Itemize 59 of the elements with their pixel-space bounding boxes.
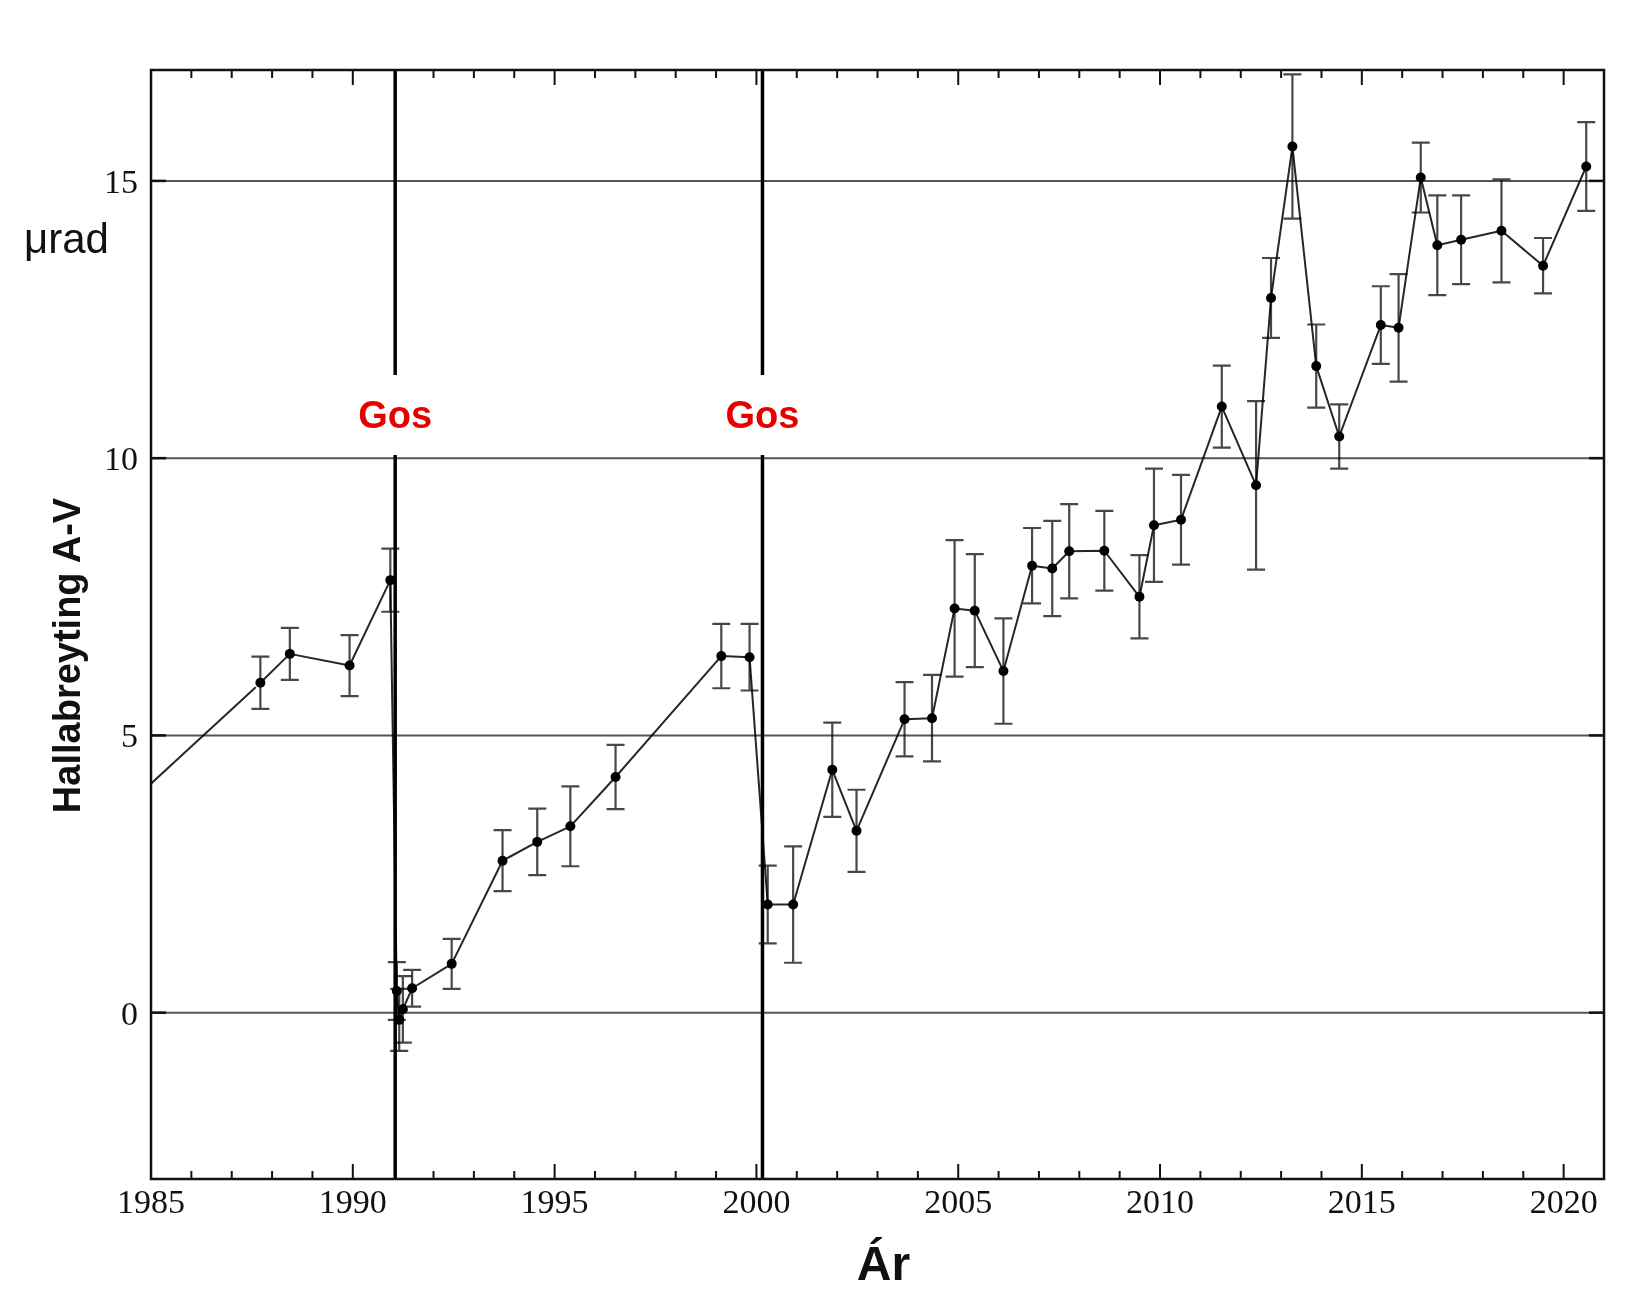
x-tick-label: 2010 bbox=[1126, 1183, 1195, 1220]
point bbox=[1456, 234, 1467, 245]
point bbox=[565, 821, 576, 832]
point bbox=[851, 825, 862, 836]
point bbox=[1216, 401, 1227, 412]
y-tick-label: 0 bbox=[121, 994, 138, 1032]
point bbox=[1311, 361, 1322, 372]
point bbox=[1047, 563, 1058, 574]
point bbox=[397, 1004, 408, 1015]
point bbox=[1251, 480, 1262, 491]
point bbox=[407, 983, 418, 994]
y-tick-label: 15 bbox=[104, 162, 138, 200]
point bbox=[1027, 560, 1038, 571]
point bbox=[949, 603, 960, 614]
point bbox=[446, 958, 457, 969]
point bbox=[344, 660, 355, 671]
ref-line-label: Gos bbox=[358, 393, 433, 436]
point bbox=[998, 666, 1009, 677]
x-tick-label: 2000 bbox=[722, 1183, 791, 1220]
point bbox=[1134, 591, 1145, 602]
point bbox=[744, 652, 755, 663]
x-tick-label: 1985 bbox=[117, 1183, 185, 1220]
point bbox=[1176, 514, 1186, 525]
y-axis-title: Hallabreyting A-V bbox=[46, 497, 88, 814]
point bbox=[1496, 225, 1507, 236]
x-tick-label: 2015 bbox=[1327, 1183, 1396, 1220]
point bbox=[969, 605, 980, 616]
point bbox=[497, 855, 508, 866]
point bbox=[899, 714, 910, 725]
point bbox=[1375, 320, 1386, 331]
x-tick-label: 2005 bbox=[924, 1183, 993, 1220]
point bbox=[1581, 161, 1592, 172]
point bbox=[1064, 546, 1075, 557]
point bbox=[610, 772, 621, 782]
x-tick-label: 1990 bbox=[318, 1183, 387, 1220]
x-tick-label: 1995 bbox=[520, 1183, 589, 1220]
point bbox=[827, 764, 838, 775]
y-tick-label: 10 bbox=[104, 439, 138, 477]
point bbox=[1432, 240, 1443, 251]
point bbox=[1415, 172, 1426, 183]
point bbox=[1287, 141, 1298, 152]
point bbox=[1099, 545, 1110, 556]
point bbox=[1334, 431, 1345, 442]
point bbox=[284, 648, 295, 659]
x-tick-label: 2020 bbox=[1529, 1183, 1598, 1220]
point bbox=[255, 677, 266, 688]
ref-line-label: Gos bbox=[725, 393, 800, 436]
y-tick-label: 5 bbox=[121, 716, 138, 754]
point bbox=[1148, 520, 1159, 531]
x-axis-title: Ár bbox=[856, 1237, 911, 1290]
point bbox=[788, 899, 799, 910]
point bbox=[716, 651, 727, 662]
point bbox=[1266, 292, 1276, 303]
point bbox=[391, 986, 402, 996]
point bbox=[927, 713, 937, 724]
point bbox=[532, 836, 543, 847]
point bbox=[1538, 260, 1549, 271]
point bbox=[1393, 322, 1404, 333]
text: μrad bbox=[24, 215, 109, 262]
